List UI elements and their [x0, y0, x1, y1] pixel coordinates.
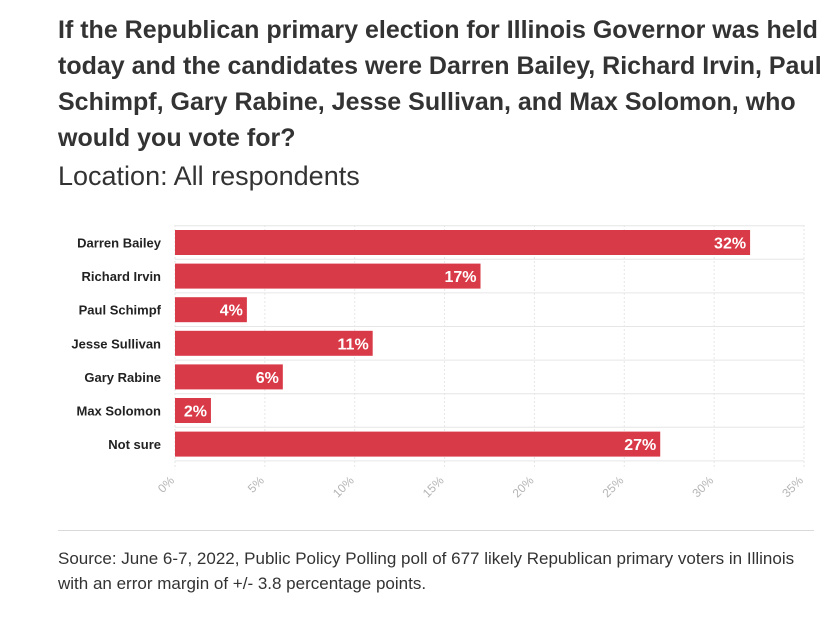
category-label: Darren Bailey: [77, 236, 162, 251]
data-label: 32%: [714, 236, 746, 253]
category-label: Paul Schimpf: [79, 303, 162, 318]
category-label: Gary Rabine: [84, 370, 161, 385]
x-tick-label: 0%: [155, 473, 177, 495]
x-tick-label: 5%: [245, 473, 267, 495]
divider: [58, 530, 814, 531]
category-label: Jesse Sullivan: [71, 336, 161, 351]
bar: [175, 398, 211, 423]
x-tick-label: 30%: [689, 473, 716, 500]
data-label: 17%: [444, 269, 476, 286]
bar: [175, 297, 247, 323]
x-tick-label: 20%: [510, 473, 537, 500]
bar: [175, 330, 373, 356]
data-label: 4%: [220, 303, 243, 320]
x-tick-label: 25%: [600, 473, 627, 500]
x-tick-label: 35%: [779, 473, 806, 500]
category-label: Richard Irvin: [82, 269, 162, 284]
chart-title: If the Republican primary election for I…: [58, 16, 822, 152]
bar: [175, 431, 661, 457]
source-note: Source: June 6-7, 2022, Public Policy Po…: [58, 549, 795, 593]
data-label: 6%: [256, 370, 279, 387]
data-label: 27%: [624, 437, 656, 454]
category-label: Max Solomon: [76, 404, 161, 419]
data-label: 11%: [338, 336, 369, 353]
bar: [175, 230, 751, 255]
x-tick-label: 15%: [420, 473, 447, 500]
bar: [175, 263, 481, 289]
x-tick-label: 10%: [330, 473, 357, 500]
category-label: Not sure: [108, 437, 161, 452]
data-label: 2%: [184, 404, 207, 421]
bar-chart: 0% 5% 10% 15% 20% 25% 30% 35% Darren Bailey 32% Ri…: [71, 225, 806, 500]
chart-subtitle: Location: All respondents: [58, 161, 360, 191]
bar: [175, 364, 283, 390]
